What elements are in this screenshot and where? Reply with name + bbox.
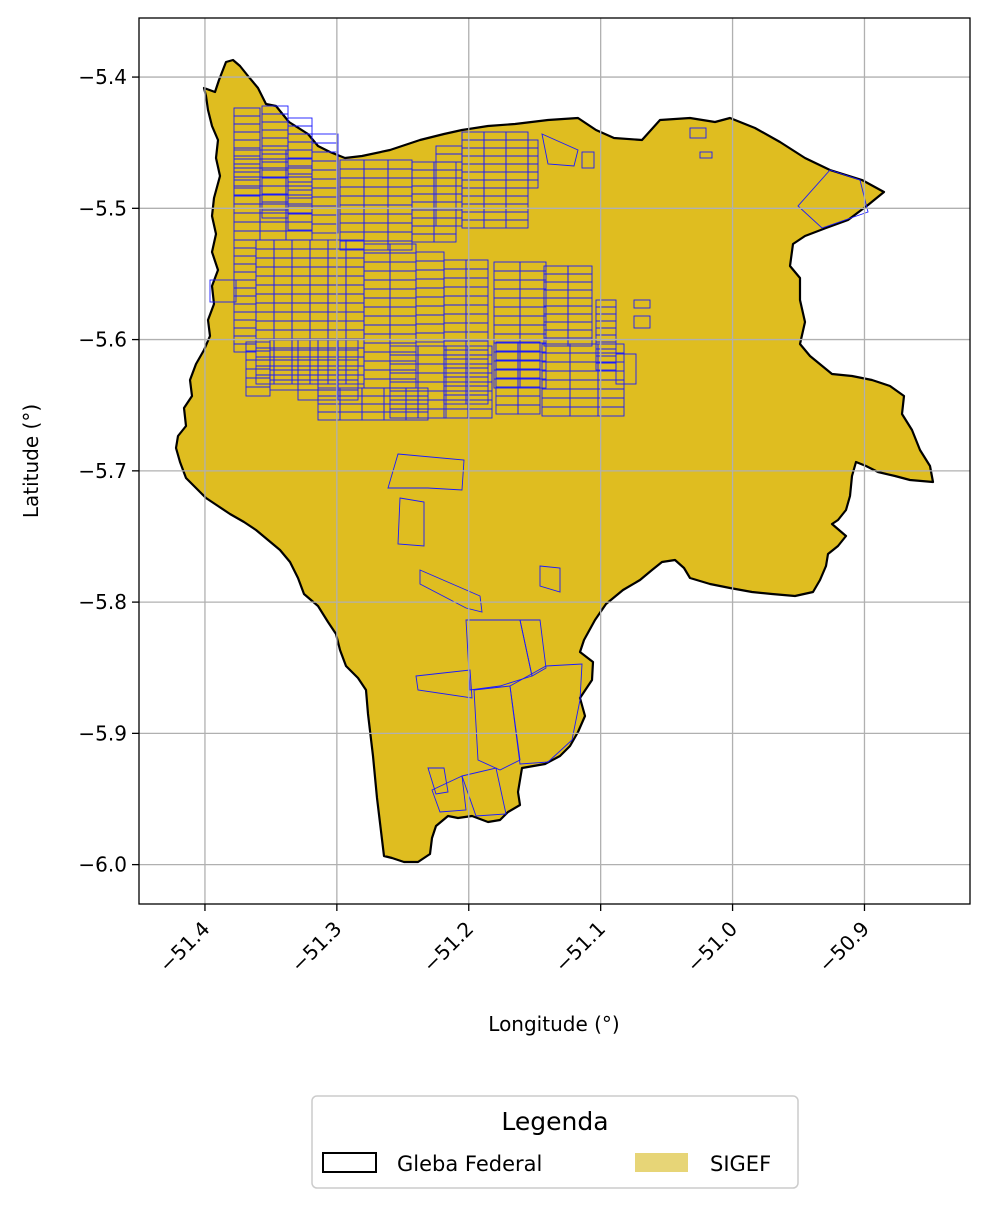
sigef-parcel	[541, 133, 579, 167]
sigef-parcel	[431, 775, 467, 813]
sigef-parcel	[209, 279, 237, 303]
sigef-parcel	[505, 219, 529, 229]
y-tick-label-3: −5.7	[78, 459, 127, 483]
y-axis-title: Latitude (°)	[19, 404, 43, 518]
sigef-parcel	[245, 386, 271, 397]
sigef-parcels	[209, 105, 869, 817]
x-axis-title: Longitude (°)	[488, 1012, 619, 1036]
y-tick-label-1: −5.5	[78, 196, 127, 220]
sigef-parcel	[433, 233, 457, 243]
sigef-parcel	[519, 378, 547, 389]
sigef-parcel	[699, 151, 713, 159]
sigef-parcel	[419, 569, 483, 613]
sigef-parcel	[417, 408, 447, 419]
plot-area	[138, 17, 971, 905]
y-tick-label-4: −5.8	[78, 590, 127, 614]
grid-lines	[139, 18, 970, 904]
y-tick-label-5: −5.9	[78, 721, 127, 745]
legend-swatch-gleba-federal	[322, 1152, 377, 1173]
sigef-parcel	[539, 565, 561, 593]
sigef-parcel	[797, 169, 869, 229]
sigef-parcel	[615, 353, 637, 385]
plot-frame	[138, 17, 971, 905]
sigef-parcel	[461, 767, 507, 817]
legend-label-sigef: SIGEF	[710, 1152, 771, 1176]
legend-swatch-sigef	[635, 1153, 688, 1172]
sigef-parcel	[427, 767, 449, 795]
sigef-parcel	[509, 663, 583, 765]
legend-label-gleba-federal: Gleba Federal	[397, 1152, 542, 1176]
sigef-parcel	[337, 389, 359, 401]
sigef-parcel	[405, 411, 429, 421]
sigef-parcel	[567, 337, 593, 347]
legend: Legenda Gleba Federal SIGEF	[311, 1095, 799, 1189]
sigef-parcel	[465, 394, 489, 405]
gleba-federal-polygon	[174, 58, 935, 864]
sigef-parcel	[415, 669, 473, 699]
sigef-parcel	[387, 453, 465, 491]
sigef-parcel	[597, 406, 625, 417]
sigef-parcel	[517, 404, 541, 415]
legend-title: Legenda	[501, 1107, 608, 1136]
y-tick-label-6: −6.0	[78, 853, 127, 877]
sigef-parcel	[527, 179, 539, 189]
sigef-parcel	[387, 240, 413, 251]
sigef-parcel	[467, 408, 493, 419]
sigef-parcel	[581, 151, 595, 169]
y-axis: −5.4 −5.5 −5.6 −5.7 −5.8 −5.9 −6.0	[78, 65, 139, 877]
sigef-parcel	[633, 315, 651, 329]
sigef-parcel	[397, 497, 425, 547]
sigef-parcel	[689, 127, 707, 139]
sigef-parcel	[633, 299, 651, 309]
y-tick-label-2: −5.6	[78, 328, 127, 352]
sigef-parcel	[473, 685, 521, 771]
y-tick-label-0: −5.4	[78, 65, 127, 89]
sigef-parcel	[519, 619, 547, 677]
